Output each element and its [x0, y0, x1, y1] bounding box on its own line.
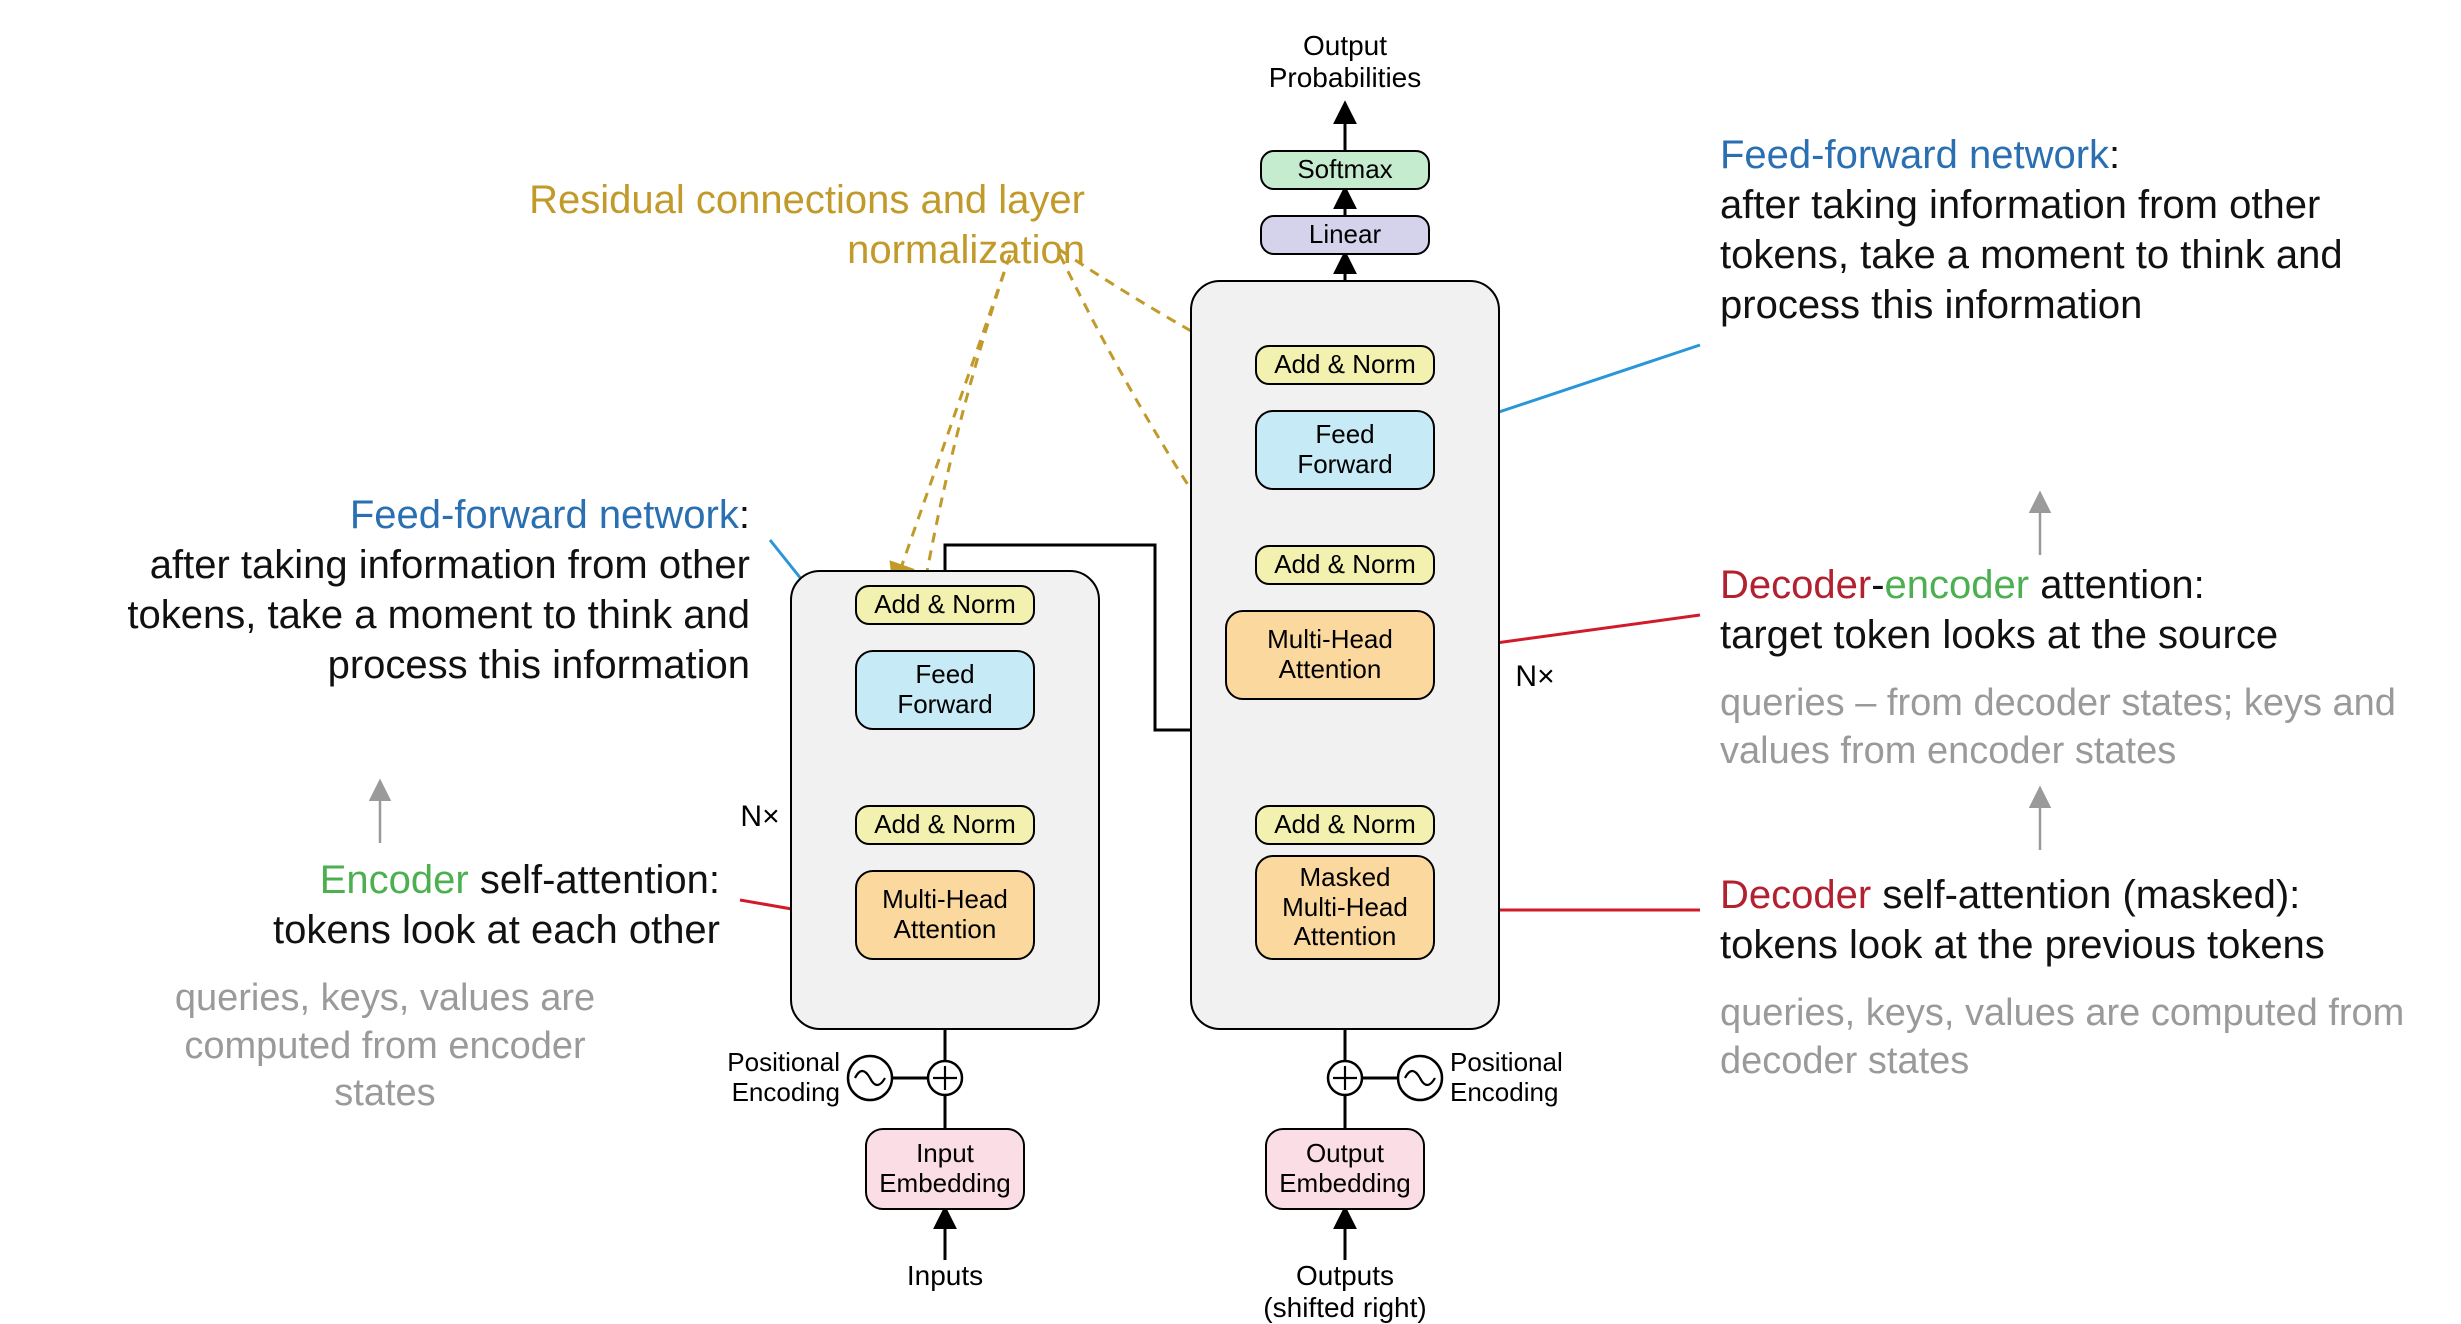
encoder-selfattn-sub: queries, keys, values are computed from …	[155, 975, 615, 1118]
ffn-right-body: after taking information from other toke…	[1720, 183, 2343, 327]
encoder-addnorm-upper: Add & Norm	[855, 585, 1035, 625]
decoder-selfattn-sub: queries, keys, values are computed from …	[1720, 990, 2440, 1085]
decoder-encoder-annotation: Decoder-encoder attention: target token …	[1720, 560, 2440, 660]
encoder-stack-box	[790, 570, 1100, 1030]
enc-self-body: tokens look at each other	[273, 908, 720, 952]
encoder-mha: Multi-Head Attention	[855, 870, 1035, 960]
residual-annotation-text: Residual connections and layer normaliza…	[529, 178, 1085, 272]
enc-self-sub: queries, keys, values are computed from …	[175, 977, 595, 1114]
nx-encoder-label: N×	[735, 800, 785, 835]
ffn-left-title: Feed-forward network	[350, 493, 739, 537]
transformer-diagram: Add & Norm Feed Forward Add & Norm Multi…	[0, 0, 2461, 1310]
linear-block: Linear	[1260, 215, 1430, 255]
dec-enc-c: attention	[2029, 563, 2194, 607]
decoder-cross-mha: Multi-Head Attention	[1225, 610, 1435, 700]
decoder-feedforward: Feed Forward	[1255, 410, 1435, 490]
dec-enc-body: target token looks at the source	[1720, 613, 2278, 657]
decoder-selfattn-annotation: Decoder self-attention (masked): tokens …	[1720, 870, 2440, 970]
ffn-left-annotation: Feed-forward network: after taking infor…	[20, 490, 750, 690]
pos-encoding-left: Positional Encoding	[690, 1048, 840, 1108]
enc-self-title-a: Encoder	[320, 858, 469, 902]
outputs-label: Outputs (shifted right)	[1255, 1260, 1435, 1324]
inputs-label: Inputs	[895, 1260, 995, 1292]
dec-self-b: self-attention (masked)	[1871, 873, 2289, 917]
encoder-feedforward: Feed Forward	[855, 650, 1035, 730]
output-embedding: Output Embedding	[1265, 1128, 1425, 1210]
residual-annotation: Residual connections and layer normaliza…	[525, 175, 1085, 275]
ffn-right-title: Feed-forward network	[1720, 133, 2109, 177]
decoder-masked-mha: Masked Multi-Head Attention	[1255, 855, 1435, 960]
decoder-addnorm-mid: Add & Norm	[1255, 545, 1435, 585]
dec-self-sub: queries, keys, values are computed from …	[1720, 992, 2404, 1082]
output-probabilities-label: Output Probabilities	[1245, 30, 1445, 94]
dec-self-a: Decoder	[1720, 873, 1871, 917]
encoder-selfattn-annotation: Encoder self-attention: tokens look at e…	[100, 855, 720, 955]
dec-enc-b: encoder	[1885, 563, 2030, 607]
decoder-encoder-sub: queries – from decoder states; keys and …	[1720, 680, 2440, 775]
dec-enc-sub: queries – from decoder states; keys and …	[1720, 682, 2396, 772]
decoder-addnorm-low: Add & Norm	[1255, 805, 1435, 845]
dec-self-body: tokens look at the previous tokens	[1720, 923, 2325, 967]
input-embedding: Input Embedding	[865, 1128, 1025, 1210]
enc-self-title-b: self-attention	[469, 858, 709, 902]
decoder-addnorm-top: Add & Norm	[1255, 345, 1435, 385]
softmax-block: Softmax	[1260, 150, 1430, 190]
nx-decoder-label: N×	[1510, 660, 1560, 695]
ffn-left-body: after taking information from other toke…	[127, 543, 750, 687]
pos-encoding-right: Positional Encoding	[1450, 1048, 1600, 1108]
ffn-right-annotation: Feed-forward network: after taking infor…	[1720, 130, 2440, 330]
encoder-addnorm-lower: Add & Norm	[855, 805, 1035, 845]
dec-enc-a: Decoder	[1720, 563, 1871, 607]
